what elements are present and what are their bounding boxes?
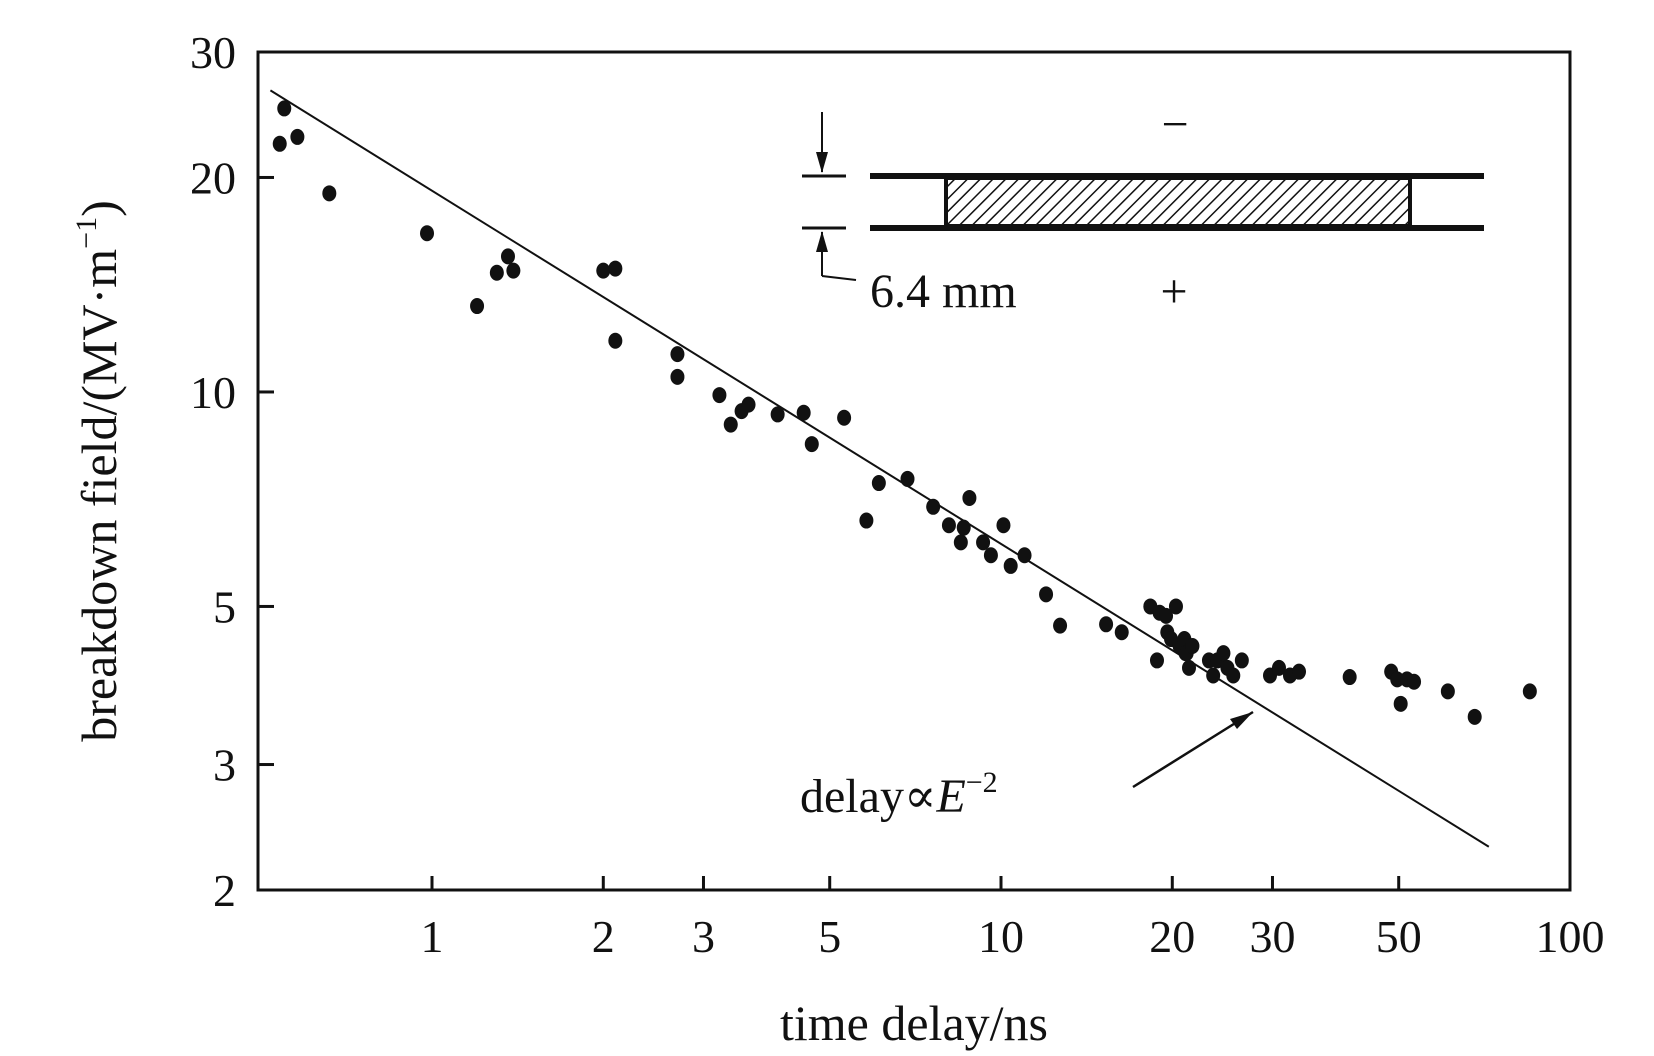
- data-point: [1522, 683, 1537, 700]
- y-tick-label: 20: [190, 152, 236, 203]
- inset-dielectric: [944, 176, 1412, 228]
- data-point: [1292, 663, 1307, 680]
- data-point: [1216, 645, 1231, 662]
- fit-annotation-label: delay∝E−2: [800, 766, 998, 823]
- inset-dim-leader: [821, 275, 857, 281]
- fit-annotation-arrow: [1132, 710, 1254, 789]
- x-tick-label: 20: [1149, 911, 1195, 962]
- inset-top-sign: −: [1161, 98, 1188, 151]
- data-point: [420, 225, 435, 242]
- data-point: [500, 248, 515, 265]
- y-axis-title: breakdown field/(MV·m−1): [70, 200, 127, 742]
- data-point: [277, 100, 292, 117]
- data-point: [996, 517, 1011, 534]
- data-point: [1003, 557, 1018, 574]
- data-point: [470, 298, 485, 315]
- data-point: [1206, 667, 1221, 684]
- y-axis: 2 3 5 10 20 30: [190, 27, 274, 916]
- fit-annotation-arrowhead: [1230, 712, 1253, 729]
- data-point: [941, 517, 956, 534]
- x-axis: 1 2 3 5 10 20 30 50 100: [421, 876, 1605, 962]
- data-point: [1053, 617, 1068, 634]
- inset-dim-arrow-top: [816, 152, 828, 173]
- data-point: [741, 396, 756, 413]
- x-tick-label: 5: [818, 911, 841, 962]
- data-point: [1185, 638, 1200, 655]
- data-point: [1017, 547, 1032, 564]
- data-point: [712, 387, 727, 404]
- data-point: [976, 534, 991, 551]
- data-point: [290, 128, 305, 145]
- fit-annotation-sup: −2: [966, 766, 998, 799]
- data-point: [670, 368, 685, 385]
- y-tick-label: 5: [213, 581, 236, 632]
- data-point: [723, 416, 738, 433]
- x-tick-label: 3: [692, 911, 715, 962]
- inset-gap-label: 6.4 mm: [870, 265, 1017, 318]
- fit-annotation-var: E: [935, 770, 965, 823]
- data-point: [670, 346, 685, 363]
- x-tick-label: 10: [978, 911, 1024, 962]
- y-axis-title-sup: −1: [70, 217, 103, 249]
- data-point: [1407, 673, 1422, 690]
- data-point: [322, 185, 337, 202]
- data-point: [1182, 659, 1197, 676]
- data-point: [1440, 683, 1455, 700]
- data-point: [272, 135, 287, 152]
- data-point: [489, 264, 504, 281]
- y-tick-label: 3: [213, 740, 236, 791]
- x-tick-label: 30: [1249, 911, 1295, 962]
- data-point: [837, 409, 852, 426]
- y-axis-title-close: ): [71, 200, 127, 217]
- y-tick-label: 10: [190, 367, 236, 418]
- data-point: [506, 262, 521, 279]
- data-point: [608, 260, 623, 277]
- inset-bottom-sign: +: [1160, 265, 1187, 318]
- data-point: [1099, 616, 1114, 633]
- inset-diagram: − + 6.4 mm: [802, 98, 1484, 318]
- plot-frame: [256, 50, 1572, 892]
- data-point: [1039, 586, 1054, 603]
- data-point: [608, 332, 623, 349]
- x-tick-label: 2: [592, 911, 615, 962]
- data-point: [900, 470, 915, 487]
- data-point: [953, 534, 968, 551]
- data-point: [1342, 669, 1357, 686]
- y-tick-label: 2: [213, 865, 236, 916]
- data-point: [983, 547, 998, 564]
- data-point: [956, 519, 971, 536]
- y-tick-label: 30: [190, 27, 236, 78]
- x-tick-label: 1: [421, 911, 444, 962]
- fit-annotation-prefix: delay∝: [800, 770, 936, 823]
- y-axis-title-main: breakdown field/(MV·m: [71, 249, 127, 742]
- x-axis-title: time delay/ns: [780, 995, 1048, 1051]
- x-tick-label: 100: [1536, 911, 1605, 962]
- data-point: [1393, 695, 1408, 712]
- x-tick-label: 50: [1376, 911, 1422, 962]
- data-point: [1168, 598, 1183, 615]
- data-point: [859, 512, 874, 529]
- data-point: [1226, 667, 1241, 684]
- inset-dim-arrow-bottom: [816, 231, 828, 252]
- data-points: [272, 100, 1537, 725]
- data-point: [770, 406, 785, 423]
- data-point: [871, 475, 886, 492]
- fit-line: [269, 89, 1490, 848]
- data-point: [1114, 624, 1129, 641]
- data-point: [1271, 659, 1286, 676]
- data-point: [596, 262, 611, 279]
- data-point: [962, 489, 977, 506]
- data-point: [796, 404, 811, 421]
- data-point: [1467, 708, 1482, 725]
- data-point: [1390, 671, 1405, 688]
- data-point: [1159, 607, 1174, 624]
- data-point: [804, 436, 819, 453]
- data-point: [926, 498, 941, 515]
- data-point: [1234, 652, 1249, 669]
- data-point: [1149, 652, 1164, 669]
